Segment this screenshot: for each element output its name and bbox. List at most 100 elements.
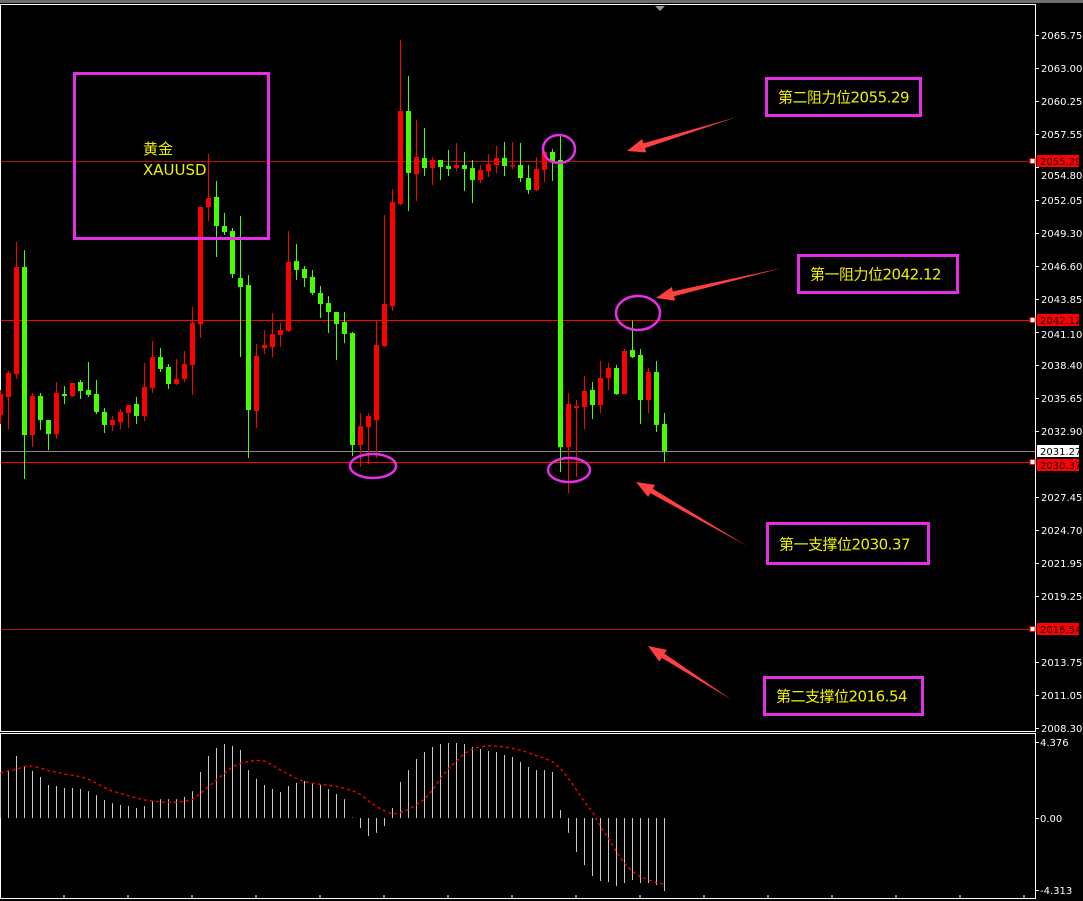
current-price-label: 2031.27	[1040, 447, 1081, 458]
candle-body	[638, 355, 643, 401]
support-2-label: 第二支撑位2016.54	[776, 687, 908, 706]
candle-bullish	[582, 376, 587, 429]
highlight-circle-support-left	[348, 452, 398, 480]
candle-body	[30, 396, 35, 435]
candle-body	[358, 426, 363, 446]
candle-bearish	[334, 311, 339, 360]
candle-body	[438, 159, 443, 167]
level-line-handle	[1029, 626, 1036, 632]
highlight-circles	[348, 133, 662, 484]
candle-body	[270, 334, 275, 348]
candle-body	[542, 152, 547, 170]
candle-bullish	[598, 361, 603, 414]
candle-body	[78, 382, 83, 391]
level-line-handle	[1029, 459, 1036, 465]
level-lines[interactable]	[1, 158, 1036, 632]
candle-body	[510, 165, 515, 167]
candle-body	[134, 403, 139, 417]
candle-body	[110, 420, 115, 425]
price-axis[interactable]: 2065.75 2063.00 2060.25 2057.55 2055.29 2054.…	[1035, 31, 1082, 897]
candle-bullish	[206, 154, 211, 222]
candle-bullish	[174, 359, 179, 386]
candle-body	[70, 383, 75, 397]
candle-bearish	[590, 382, 595, 419]
candle-bearish	[558, 134, 563, 473]
candle-bearish	[526, 165, 531, 194]
candle-bullish	[118, 409, 123, 429]
candle-bearish	[438, 159, 443, 180]
candle-bullish	[126, 405, 131, 429]
candle-body	[150, 357, 155, 388]
current-price-tag	[1037, 445, 1079, 457]
candle-body	[22, 266, 27, 435]
candle-bearish	[302, 266, 307, 287]
macd-axis-label: 0.00	[1040, 814, 1062, 825]
candle-bullish	[286, 231, 291, 332]
candle-bearish	[654, 361, 659, 432]
time-axis	[63, 895, 1025, 899]
candle-body	[118, 411, 123, 422]
price-axis-label: 2008.30	[1041, 724, 1082, 735]
price-axis-label: 2054.80	[1041, 171, 1082, 182]
macd-axis-label: -4.313	[1040, 886, 1072, 897]
level-price-label: 2030.37	[1040, 461, 1081, 472]
candle-bearish	[246, 275, 251, 459]
candle-bearish	[230, 228, 235, 279]
candle-bullish	[182, 351, 187, 383]
arrow-to-resistance-1	[656, 268, 782, 301]
macd-signal-line	[0, 745, 665, 885]
candle-body	[502, 158, 507, 167]
chart-shift-marker-icon[interactable]	[655, 6, 665, 11]
candle-bullish	[70, 383, 75, 398]
candle-body	[86, 390, 91, 395]
candle-bearish	[134, 397, 139, 425]
candle-body	[262, 345, 267, 349]
candle-body	[574, 405, 579, 408]
arrow-to-support-2	[648, 646, 732, 700]
price-axis-label: 2049.30	[1041, 229, 1082, 240]
candle-bearish	[518, 142, 523, 183]
candle-body	[454, 165, 459, 169]
candle-bullish	[430, 157, 435, 186]
candle-bullish	[142, 362, 147, 422]
candle-body	[46, 420, 51, 435]
candle-bullish	[566, 393, 571, 494]
candle-bearish	[214, 180, 219, 258]
candle-bullish	[30, 393, 35, 448]
candle-bearish	[102, 407, 107, 434]
candle-bearish	[38, 393, 43, 431]
candle-bearish	[294, 244, 299, 280]
candle-body	[422, 158, 427, 169]
arrow-to-resistance-2	[627, 117, 737, 153]
annotation-arrows	[627, 117, 782, 700]
candle-bullish	[278, 323, 283, 348]
candle-body	[494, 158, 499, 166]
price-axis-label: 2021.95	[1041, 559, 1082, 570]
candle-bearish	[502, 141, 507, 177]
candle-bearish	[46, 420, 51, 451]
candle-bearish	[350, 331, 355, 456]
candle-bearish	[310, 269, 315, 296]
candle-body	[350, 333, 355, 446]
main-plot-border	[0, 4, 1036, 732]
macd-axis-label: 4.376	[1040, 738, 1069, 749]
resistance-2-box: 第二阻力位2055.29	[765, 77, 922, 117]
candle-bullish	[414, 120, 419, 201]
candle-body	[38, 396, 43, 421]
symbol-label: XAUUSD	[143, 161, 207, 179]
candles	[0, 40, 667, 494]
candle-body	[366, 416, 371, 428]
price-axis-label: 2041.10	[1041, 330, 1082, 341]
candle-body	[334, 311, 339, 325]
resistance-1-label: 第一阻力位2042.12	[810, 265, 942, 284]
candle-bullish	[54, 382, 59, 439]
candle-body	[102, 411, 107, 425]
candle-bullish	[398, 40, 403, 205]
highlight-circle-top	[541, 133, 577, 165]
candle-body	[590, 390, 595, 406]
candle-bearish	[86, 362, 91, 398]
candle-bearish	[662, 413, 667, 463]
candle-bullish	[0, 390, 3, 425]
support-2-box: 第二支撑位2016.54	[763, 676, 924, 716]
